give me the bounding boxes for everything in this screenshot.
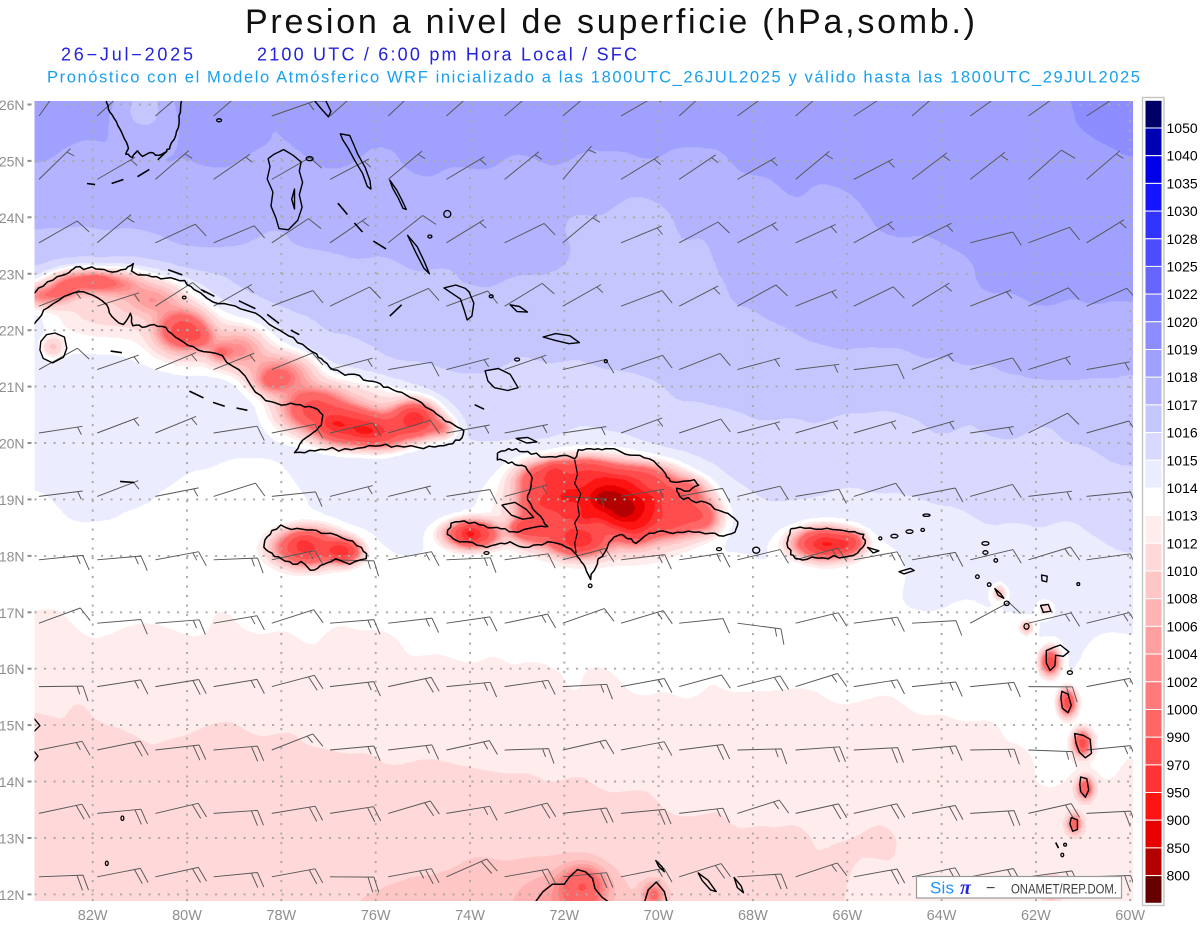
svg-text:70W: 70W: [644, 908, 674, 924]
svg-text:1002: 1002: [1167, 674, 1198, 690]
svg-text:850: 850: [1167, 840, 1191, 856]
svg-text:62W: 62W: [1021, 908, 1051, 924]
svg-text:950: 950: [1167, 785, 1191, 801]
svg-text:1028: 1028: [1167, 231, 1198, 247]
svg-text:72W: 72W: [549, 908, 579, 924]
svg-text:20N: 20N: [0, 436, 25, 452]
svg-text:1012: 1012: [1167, 535, 1198, 551]
svg-text:1008: 1008: [1167, 591, 1198, 607]
svg-text:1030: 1030: [1167, 203, 1198, 219]
svg-text:17N: 17N: [0, 605, 25, 621]
svg-text:1000: 1000: [1167, 702, 1198, 718]
svg-text:1035: 1035: [1167, 175, 1198, 191]
svg-text:1020: 1020: [1167, 314, 1198, 330]
svg-text:1010: 1010: [1167, 563, 1198, 579]
svg-text:78W: 78W: [266, 908, 296, 924]
svg-text:19N: 19N: [0, 492, 25, 508]
svg-text:π: π: [960, 877, 972, 899]
svg-text:1022: 1022: [1167, 286, 1198, 302]
svg-text:66W: 66W: [832, 908, 862, 924]
svg-text:12N: 12N: [0, 887, 25, 903]
svg-text:14N: 14N: [0, 774, 25, 790]
svg-text:24N: 24N: [0, 210, 25, 226]
svg-text:Sis: Sis: [930, 879, 954, 898]
svg-text:Presion a nivel de superficie: Presion a nivel de superficie (hPa,somb.…: [245, 3, 975, 41]
svg-text:80W: 80W: [172, 908, 202, 924]
svg-text:2100 UTC / 6:00 pm Hora Local: 2100 UTC / 6:00 pm Hora Local / SFC: [257, 45, 637, 65]
svg-text:13N: 13N: [0, 831, 25, 847]
svg-text:1016: 1016: [1167, 425, 1198, 441]
svg-text:18N: 18N: [0, 548, 25, 564]
svg-text:25N: 25N: [0, 153, 25, 169]
svg-text:1040: 1040: [1167, 148, 1198, 164]
svg-text:Pronóstico con el Modelo Atmós: Pronóstico con el Modelo Atmósferico WRF…: [47, 69, 1140, 87]
svg-text:970: 970: [1167, 757, 1191, 773]
svg-text:60W: 60W: [1115, 908, 1145, 924]
svg-text:1014: 1014: [1167, 480, 1198, 496]
svg-text:800: 800: [1167, 868, 1191, 884]
svg-text:76W: 76W: [361, 908, 391, 924]
svg-text:23N: 23N: [0, 266, 25, 282]
svg-text:1013: 1013: [1167, 508, 1198, 524]
svg-text:1015: 1015: [1167, 452, 1198, 468]
svg-text:21N: 21N: [0, 379, 25, 395]
svg-text:82W: 82W: [78, 908, 108, 924]
svg-text:1017: 1017: [1167, 397, 1198, 413]
svg-text:15N: 15N: [0, 718, 25, 734]
svg-text:26−Jul−2025: 26−Jul−2025: [61, 45, 193, 65]
svg-text:ONAMET/REP.DOM.: ONAMET/REP.DOM.: [1011, 882, 1117, 898]
svg-text:22N: 22N: [0, 323, 25, 339]
svg-text:64W: 64W: [927, 908, 957, 924]
svg-text:900: 900: [1167, 812, 1191, 828]
svg-text:74W: 74W: [455, 908, 485, 924]
svg-text:1025: 1025: [1167, 258, 1198, 274]
svg-text:1050: 1050: [1167, 120, 1198, 136]
svg-text:16N: 16N: [0, 661, 25, 677]
svg-text:1018: 1018: [1167, 369, 1198, 385]
svg-text:−: −: [986, 880, 995, 897]
svg-text:990: 990: [1167, 729, 1191, 745]
svg-text:1006: 1006: [1167, 618, 1198, 634]
svg-text:1004: 1004: [1167, 646, 1198, 662]
svg-text:1019: 1019: [1167, 342, 1198, 358]
svg-text:26N: 26N: [0, 97, 25, 113]
svg-text:68W: 68W: [738, 908, 768, 924]
